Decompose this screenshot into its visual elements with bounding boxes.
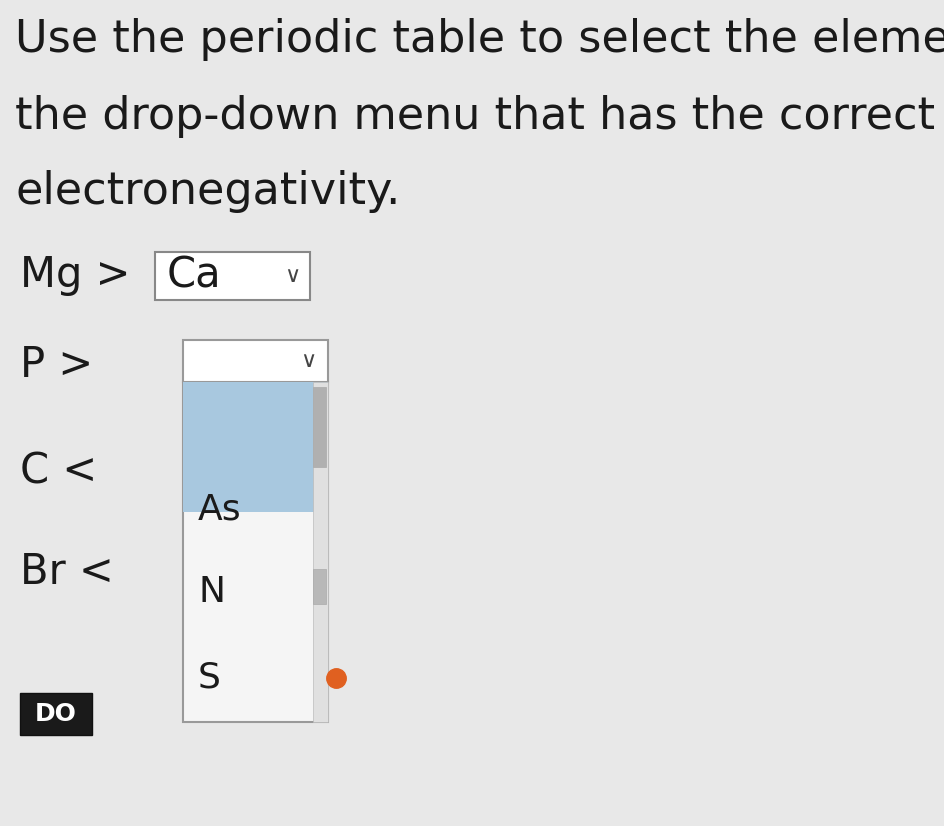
Bar xyxy=(312,569,326,604)
Bar xyxy=(312,387,326,467)
Bar xyxy=(183,382,328,512)
Text: ∨: ∨ xyxy=(283,266,300,286)
Bar xyxy=(183,340,328,382)
Bar xyxy=(183,382,328,722)
Text: P >: P > xyxy=(20,344,93,386)
Text: S: S xyxy=(198,661,221,695)
Text: N: N xyxy=(198,575,225,609)
Text: electronegativity.: electronegativity. xyxy=(15,170,400,213)
Text: Ca: Ca xyxy=(167,255,222,297)
Bar xyxy=(20,693,92,735)
Text: Use the periodic table to select the eleme: Use the periodic table to select the ele… xyxy=(15,18,944,61)
Text: Br <: Br < xyxy=(20,551,114,593)
Bar xyxy=(312,382,328,722)
Text: the drop-down menu that has the correct r: the drop-down menu that has the correct … xyxy=(15,95,944,138)
Text: As: As xyxy=(198,493,242,527)
Text: Mg >: Mg > xyxy=(20,254,130,296)
Bar xyxy=(155,252,310,300)
Text: ∨: ∨ xyxy=(299,351,316,371)
Text: DO: DO xyxy=(35,702,76,726)
Text: C <: C < xyxy=(20,451,97,493)
